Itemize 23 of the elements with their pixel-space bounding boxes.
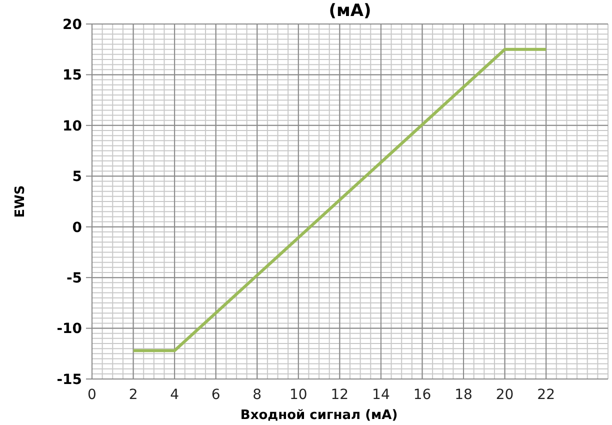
x-tick-label: 12	[330, 387, 349, 403]
x-tick-label: 0	[88, 387, 96, 403]
y-tick-label: 0	[72, 220, 82, 236]
x-tick-label: 18	[454, 387, 472, 403]
x-tick-label: 8	[252, 387, 262, 403]
x-tick-label: 16	[413, 387, 432, 403]
y-tick-label: 20	[62, 16, 82, 33]
x-tick-label: 6	[211, 387, 220, 403]
y-tick-label: 10	[62, 118, 82, 134]
x-tick-label: 4	[170, 387, 180, 403]
y-tick-label: 15	[62, 68, 82, 84]
y-tick-label: -5	[66, 270, 82, 286]
x-tick-label: 10	[289, 387, 308, 403]
y-tick-label: 5	[72, 169, 82, 186]
y-tick-label: -10	[56, 321, 82, 338]
x-tick-label: 14	[372, 387, 390, 403]
chart-title: (мА)	[328, 1, 372, 21]
x-tick-label: 20	[496, 387, 514, 403]
y-tick-label: -15	[56, 372, 82, 388]
x-tick-label: 22	[537, 387, 555, 403]
y-axis-title: EWS	[13, 185, 28, 218]
x-tick-label: 2	[128, 387, 138, 403]
x-axis-title: Входной сигнал (мА)	[240, 408, 398, 423]
